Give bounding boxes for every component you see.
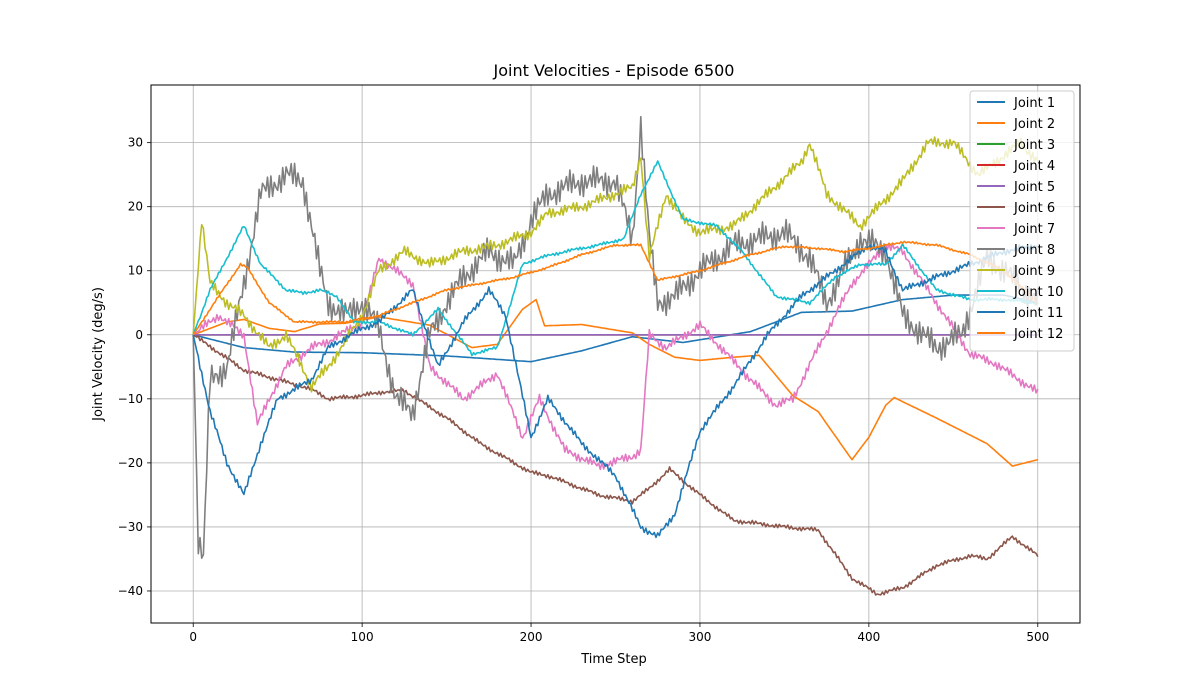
x-tick-label: 100 [351, 630, 374, 644]
y-tick-label: −30 [118, 520, 143, 534]
legend-label: Joint 7 [1013, 222, 1055, 237]
y-tick-label: 10 [128, 264, 143, 278]
series-line-joint-8 [192, 115, 1039, 560]
x-tick-label: 200 [520, 630, 543, 644]
x-tick-label: 500 [1026, 630, 1049, 644]
legend-label: Joint 5 [1013, 180, 1055, 195]
series-line-joint-2 [192, 298, 1038, 467]
chart-title: Joint Velocities - Episode 6500 [493, 61, 735, 80]
x-tick-label: 300 [689, 630, 712, 644]
y-tick-label: 20 [128, 200, 143, 214]
series-lines [192, 115, 1039, 596]
series-line-joint-10 [192, 160, 1039, 357]
legend-label: Joint 9 [1013, 264, 1055, 279]
y-tick-label: 0 [135, 328, 143, 342]
legend-label: Joint 12 [1013, 327, 1063, 342]
x-tick-label: 0 [189, 630, 197, 644]
series-line-joint-9 [192, 136, 1039, 393]
y-tick-label: −20 [118, 456, 143, 470]
series-line-joint-11 [192, 243, 1039, 539]
legend-label: Joint 8 [1013, 243, 1055, 258]
y-tick-label: 30 [128, 136, 143, 150]
x-tick-label: 400 [857, 630, 880, 644]
y-tick-label: −10 [118, 392, 143, 406]
x-axis-label: Time Step [580, 652, 647, 667]
y-axis-label: Joint Velocity (deg/s) [91, 287, 106, 422]
legend-label: Joint 6 [1013, 201, 1055, 216]
series-line-joint-7 [192, 242, 1039, 471]
legend: Joint 1 Joint 2 Joint 3 Joint 4 Joint 5 Joint… [969, 90, 1075, 352]
legend-label: Joint 2 [1013, 117, 1055, 132]
legend-label: Joint 4 [1013, 159, 1055, 174]
legend-box [969, 90, 1075, 352]
series-line-joint-6 [192, 334, 1039, 596]
axis-ticks: 0 100 200 300 400 500 −40 −30 −20 −10 0 10 20 30 [118, 136, 1050, 644]
legend-label: Joint 11 [1013, 306, 1063, 321]
y-tick-label: −40 [118, 584, 143, 598]
legend-label: Joint 10 [1013, 285, 1063, 300]
plot-frame [150, 84, 1081, 624]
legend-label: Joint 3 [1013, 138, 1055, 153]
series-line-joint-12 [192, 240, 1038, 336]
legend-label: Joint 1 [1013, 96, 1055, 111]
